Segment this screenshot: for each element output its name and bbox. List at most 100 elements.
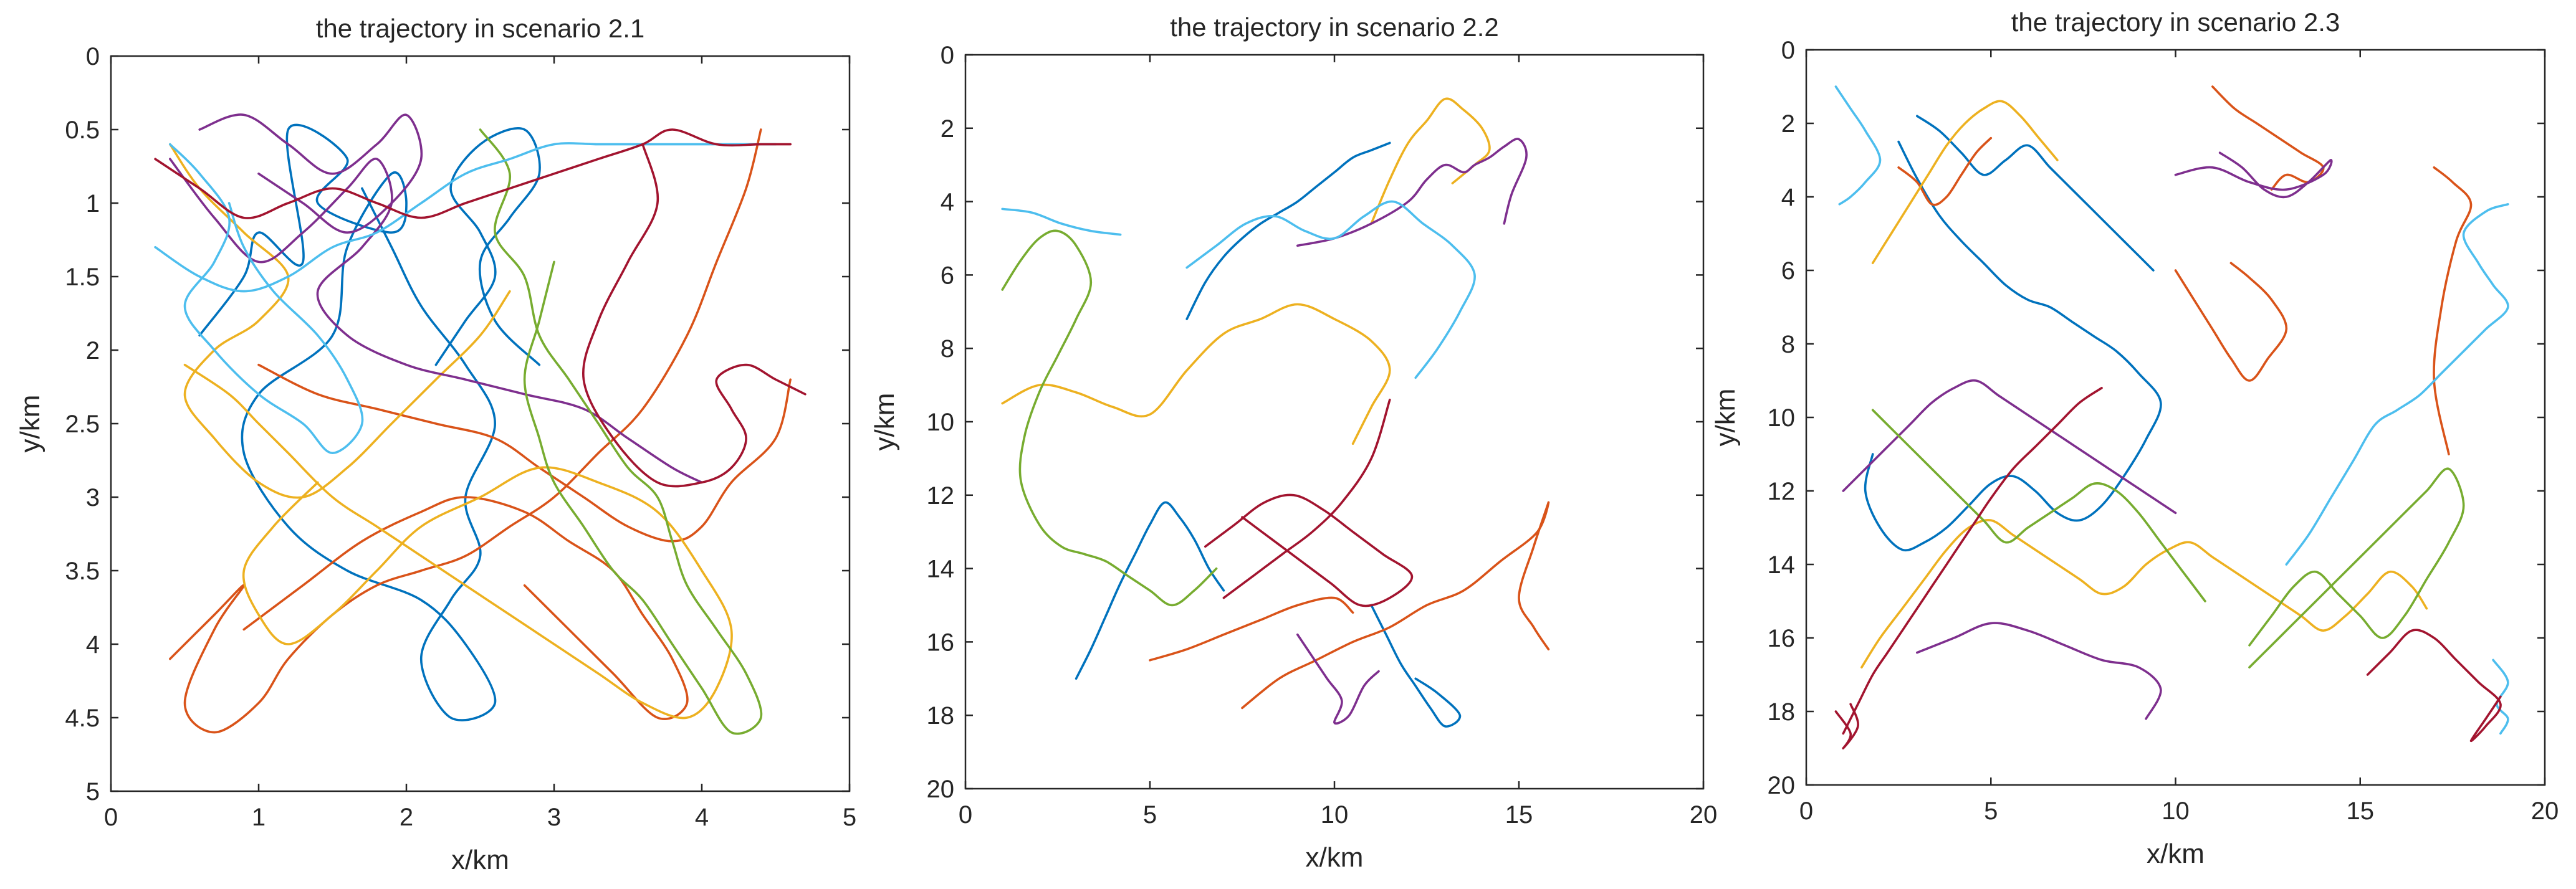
y-tick-label: 6 bbox=[941, 262, 954, 289]
y-tick-label: 20 bbox=[927, 776, 955, 803]
trajectory-series-14 bbox=[582, 143, 807, 488]
y-axis-label: y/km bbox=[869, 393, 900, 451]
trajectory-series-19 bbox=[1834, 703, 1859, 749]
trajectory-series-4 bbox=[242, 496, 689, 720]
chart-title: the trajectory in scenario 2.1 bbox=[316, 14, 645, 43]
y-axis-label: y/km bbox=[15, 395, 45, 453]
trajectory-series-5 bbox=[257, 363, 792, 543]
trajectory-series-10 bbox=[479, 128, 763, 735]
x-axis-label: x/km bbox=[1306, 842, 1364, 873]
x-tick-label: 0 bbox=[1799, 797, 1813, 825]
plot-frame bbox=[110, 55, 851, 792]
y-tick-label: 4.5 bbox=[65, 705, 100, 732]
y-tick-label: 14 bbox=[1768, 551, 1796, 579]
axis-ticks: 0 1 2 3 4 500.511.522.533.544.55 bbox=[65, 43, 856, 831]
trajectory-series-13 bbox=[154, 128, 792, 219]
x-tick-label: 0 bbox=[959, 801, 972, 829]
x-tick-label: 15 bbox=[2347, 797, 2375, 825]
trajectory-series-9 bbox=[198, 113, 423, 234]
chart-title: the trajectory in scenario 2.2 bbox=[1170, 12, 1499, 42]
y-tick-label: 2 bbox=[86, 337, 100, 364]
x-tick-label: 20 bbox=[1690, 801, 1718, 829]
y-tick-label: 3.5 bbox=[65, 558, 100, 585]
x-tick-label: 1 bbox=[252, 804, 266, 831]
y-tick-label: 18 bbox=[927, 702, 955, 730]
y-tick-label: 2 bbox=[941, 115, 954, 143]
trajectory-series-4 bbox=[2211, 85, 2325, 191]
trajectory-series-12 bbox=[1871, 409, 2206, 602]
trajectory-lines bbox=[154, 113, 807, 735]
trajectory-series-15 bbox=[2285, 203, 2509, 566]
trajectory-series-5 bbox=[1149, 596, 1354, 662]
trajectory-series-8 bbox=[1871, 100, 2059, 264]
trajectory-series-14 bbox=[1834, 85, 1882, 206]
trajectory-series-9 bbox=[1296, 633, 1380, 725]
x-tick-label: 0 bbox=[104, 804, 118, 831]
trajectory-series-3 bbox=[1370, 604, 1462, 728]
trajectory-series-11 bbox=[1916, 622, 2162, 720]
trajectory-series-13 bbox=[2248, 467, 2465, 668]
chart-panel-scenario-2-1: the trajectory in scenario 2.1 x/km y/km… bbox=[15, 14, 856, 875]
y-tick-label: 0 bbox=[941, 42, 954, 69]
x-axis-label: x/km bbox=[451, 845, 509, 875]
y-tick-label: 16 bbox=[927, 629, 955, 656]
x-axis-label: x/km bbox=[2147, 839, 2205, 869]
x-tick-label: 4 bbox=[695, 804, 709, 831]
y-tick-label: 4 bbox=[86, 631, 100, 658]
trajectory-lines bbox=[1834, 85, 2509, 749]
y-tick-label: 1.5 bbox=[65, 264, 100, 291]
trajectory-series-2 bbox=[434, 127, 541, 366]
trajectory-series-18 bbox=[2366, 629, 2502, 743]
trajectory-series-7 bbox=[169, 143, 511, 499]
trajectory-series-3 bbox=[2174, 262, 2288, 382]
y-tick-label: 1 bbox=[86, 190, 100, 217]
trajectory-series-9 bbox=[1842, 379, 2177, 515]
x-tick-label: 3 bbox=[547, 804, 561, 831]
trajectory-series-3 bbox=[169, 128, 762, 734]
trajectory-series-13 bbox=[1204, 493, 1414, 607]
trajectory-series-10 bbox=[2174, 151, 2333, 199]
trajectory-series-6 bbox=[183, 363, 733, 720]
y-tick-label: 8 bbox=[941, 335, 954, 363]
x-tick-label: 5 bbox=[843, 804, 856, 831]
trajectory-series-5 bbox=[2433, 166, 2473, 455]
trajectory-series-11 bbox=[154, 142, 777, 293]
x-tick-label: 5 bbox=[1984, 797, 1998, 825]
trajectory-series-14 bbox=[1222, 398, 1391, 599]
trajectory-series-4 bbox=[1241, 501, 1550, 710]
y-tick-label: 20 bbox=[1768, 772, 1796, 799]
y-tick-label: 18 bbox=[1768, 698, 1796, 726]
x-tick-label: 2 bbox=[400, 804, 413, 831]
y-tick-label: 6 bbox=[1781, 257, 1795, 285]
trajectory-series-1 bbox=[1864, 140, 2162, 552]
plot-frame bbox=[1805, 49, 2546, 786]
y-tick-label: 10 bbox=[1768, 404, 1796, 432]
trajectory-series-7 bbox=[1370, 97, 1491, 225]
y-tick-label: 12 bbox=[1768, 478, 1796, 505]
trajectory-series-8 bbox=[1296, 138, 1528, 247]
y-tick-label: 4 bbox=[941, 189, 954, 216]
y-tick-label: 0 bbox=[1781, 37, 1795, 64]
y-tick-label: 2 bbox=[1781, 110, 1795, 138]
trajectory-series-17 bbox=[1842, 387, 2103, 735]
y-tick-label: 10 bbox=[927, 409, 955, 436]
trajectory-series-12 bbox=[1185, 200, 1476, 379]
y-tick-label: 12 bbox=[927, 482, 955, 510]
x-tick-label: 10 bbox=[1321, 801, 1349, 829]
trajectory-series-8 bbox=[169, 158, 703, 484]
trajectory-series-2 bbox=[1075, 501, 1225, 680]
trajectory-series-12 bbox=[169, 143, 364, 454]
y-tick-label: 16 bbox=[1768, 625, 1796, 652]
x-tick-label: 15 bbox=[1505, 801, 1533, 829]
x-tick-label: 10 bbox=[2162, 797, 2190, 825]
chart-title: the trajectory in scenario 2.3 bbox=[2011, 7, 2340, 37]
y-tick-label: 0.5 bbox=[65, 116, 100, 144]
y-tick-label: 4 bbox=[1781, 184, 1795, 211]
trajectory-series-6 bbox=[1897, 136, 1993, 206]
trajectory-series-1 bbox=[198, 123, 497, 721]
trajectory-series-2 bbox=[1916, 115, 2155, 272]
y-tick-label: 5 bbox=[86, 778, 100, 806]
